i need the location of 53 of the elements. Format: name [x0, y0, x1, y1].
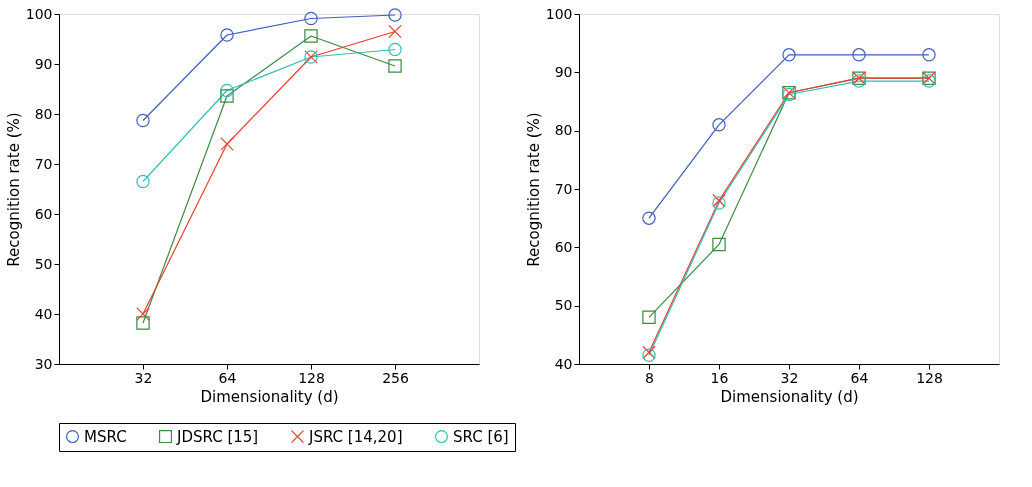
point: [782, 48, 796, 62]
x-tick-label: 128: [298, 369, 325, 386]
point: [136, 174, 150, 189]
x-tick-label: 128: [916, 369, 943, 386]
y-tick-label: 40: [554, 355, 573, 372]
point: [642, 211, 656, 225]
point: [388, 42, 402, 57]
x-tick-label: 8: [645, 369, 654, 386]
x-tick-label: 64: [850, 369, 869, 386]
point: [220, 83, 234, 98]
x-tick-label: 16: [710, 369, 729, 386]
point: [712, 237, 726, 252]
y-tick-label: 70: [34, 155, 53, 172]
y-tick-label: 90: [34, 55, 53, 72]
y-axis-title: Recognition rate (%): [4, 112, 23, 267]
legend-label: MSRC: [84, 427, 127, 446]
point: [388, 8, 402, 22]
point: [220, 28, 234, 42]
y-tick-label: 60: [554, 238, 573, 255]
point: [136, 113, 150, 128]
y-tick-label: 100: [25, 5, 53, 22]
y-axis-title: Recognition rate (%): [524, 112, 543, 267]
point: [388, 24, 402, 39]
point: [304, 11, 318, 26]
y-tick-label: 50: [34, 255, 53, 272]
x-axis-title: Dimensionality (d): [200, 387, 339, 406]
x-tick-label: 64: [218, 369, 237, 386]
y-tick-label: 80: [554, 122, 573, 139]
point: [136, 307, 150, 321]
y-tick-label: 60: [34, 205, 53, 222]
legend-label: SRC [6]: [453, 427, 509, 446]
point: [388, 59, 402, 73]
point: [136, 316, 150, 330]
x-tick-label: 32: [134, 369, 153, 386]
y-tick-label: 40: [34, 305, 53, 322]
point: [304, 29, 318, 43]
point: [220, 89, 234, 103]
x-tick-label: 256: [382, 369, 409, 386]
y-tick-label: 30: [34, 355, 53, 372]
legend-label: JSRC [14,20]: [308, 427, 403, 446]
point: [712, 118, 726, 132]
y-tick-label: 90: [554, 63, 573, 80]
point: [922, 48, 936, 62]
x-tick-label: 32: [780, 369, 799, 386]
y-tick-label: 80: [34, 105, 53, 122]
point: [220, 137, 234, 151]
y-tick-label: 70: [554, 180, 573, 197]
y-tick-label: 100: [545, 5, 573, 22]
point: [852, 48, 866, 62]
y-tick-label: 50: [554, 297, 573, 314]
legend-label: JDSRC [15]: [176, 427, 259, 446]
point: [642, 310, 656, 325]
x-axis-title: Dimensionality (d): [720, 387, 859, 406]
